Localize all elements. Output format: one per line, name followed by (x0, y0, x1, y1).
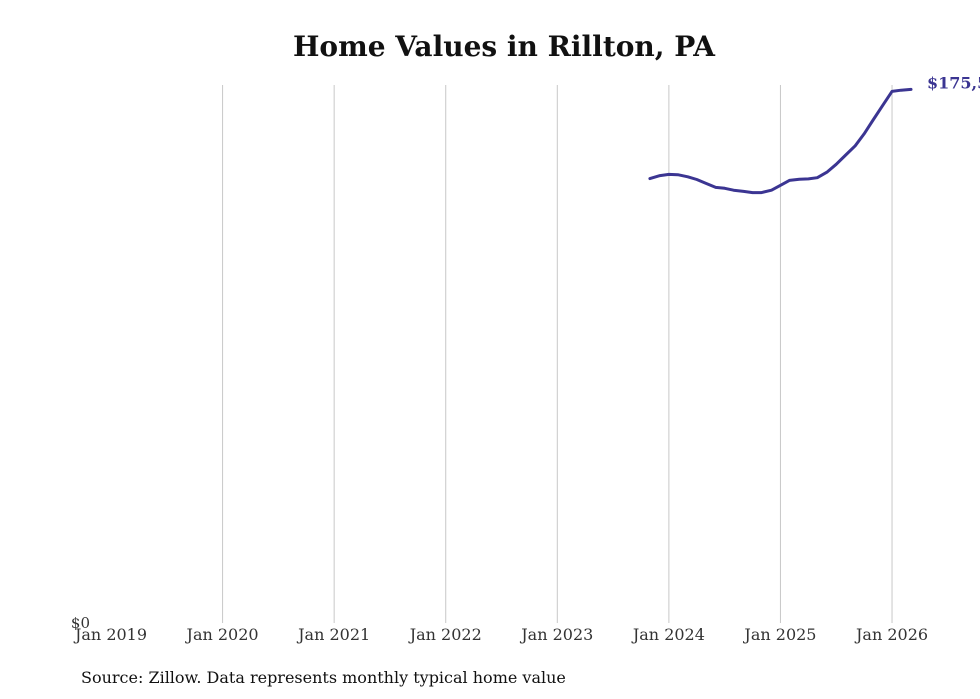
series-line (648, 87, 913, 195)
x-tick-label: Jan 2019 (73, 625, 147, 644)
source-note: Source: Zillow. Data represents monthly … (81, 668, 566, 687)
x-tick-label: Jan 2022 (408, 625, 482, 644)
x-tick-label: Jan 2024 (631, 625, 705, 644)
x-tick-label: Jan 2025 (742, 625, 816, 644)
series-layer (648, 87, 913, 195)
axis-labels: Jan 2019 Jan 2020 Jan 2021 Jan 2022 Jan 2023… (71, 73, 980, 644)
x-tick-label: Jan 2021 (296, 625, 370, 644)
end-value-label: $175,540 (927, 73, 980, 92)
grid-lines (222, 85, 893, 623)
chart-title: Home Values in Rillton, PA (292, 30, 716, 63)
x-tick-label: Jan 2020 (185, 625, 259, 644)
x-tick-label: Jan 2026 (854, 625, 928, 644)
y-tick-label: $0 (71, 614, 90, 632)
x-tick-label: Jan 2023 (519, 625, 593, 644)
